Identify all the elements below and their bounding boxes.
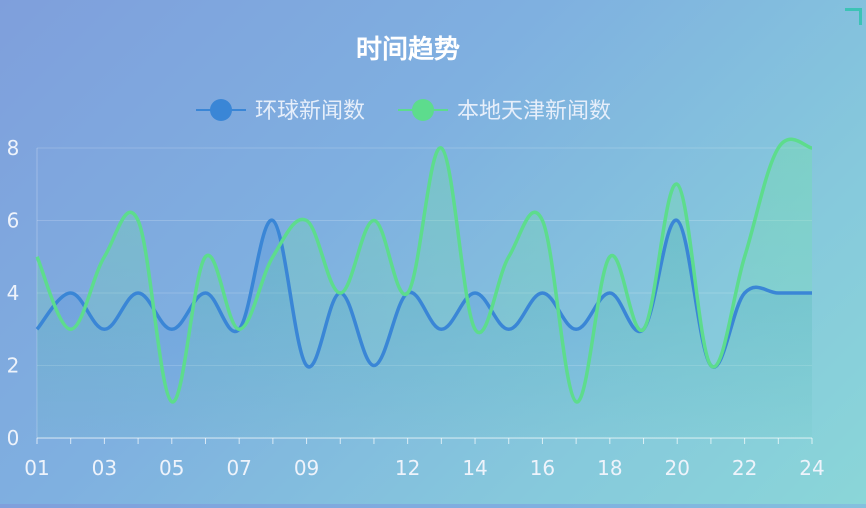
series-line-2[interactable] <box>35 137 813 404</box>
legend: 环球新闻数 本地天津新闻数 <box>196 99 611 124</box>
series-line-1[interactable] <box>35 218 812 369</box>
x-tick-label: 20 <box>664 456 689 480</box>
legend-item-1[interactable]: 环球新闻数 <box>196 99 365 124</box>
y-tick-label: 8 <box>7 136 20 160</box>
x-tick-label: 18 <box>597 456 622 480</box>
x-tick-label: 16 <box>530 456 555 480</box>
y-tick-label: 4 <box>7 281 20 305</box>
x-tick-label: 07 <box>226 456 251 480</box>
legend-label: 环球新闻数 <box>255 99 365 124</box>
x-tick-label: 12 <box>395 456 420 480</box>
series-area-2 <box>37 139 812 439</box>
y-tick-label: 6 <box>7 209 20 233</box>
x-tick-label: 14 <box>462 456 487 480</box>
x-tick-label: 09 <box>294 456 319 480</box>
legend-label: 本地天津新闻数 <box>457 99 611 124</box>
y-tick-label: 2 <box>7 354 20 378</box>
y-tick-label: 0 <box>7 426 20 450</box>
corner-bracket-icon <box>845 8 862 25</box>
chart-title: 时间趋势 <box>356 35 460 65</box>
x-tick-label: 24 <box>799 456 824 480</box>
x-tick-label: 22 <box>732 456 757 480</box>
x-tick-label: 01 <box>24 456 49 480</box>
x-tick-label: 03 <box>92 456 117 480</box>
legend-item-2[interactable]: 本地天津新闻数 <box>398 99 611 124</box>
legend-marker-icon <box>210 99 232 121</box>
x-tick-label: 05 <box>159 456 184 480</box>
legend-marker-icon <box>412 99 434 121</box>
